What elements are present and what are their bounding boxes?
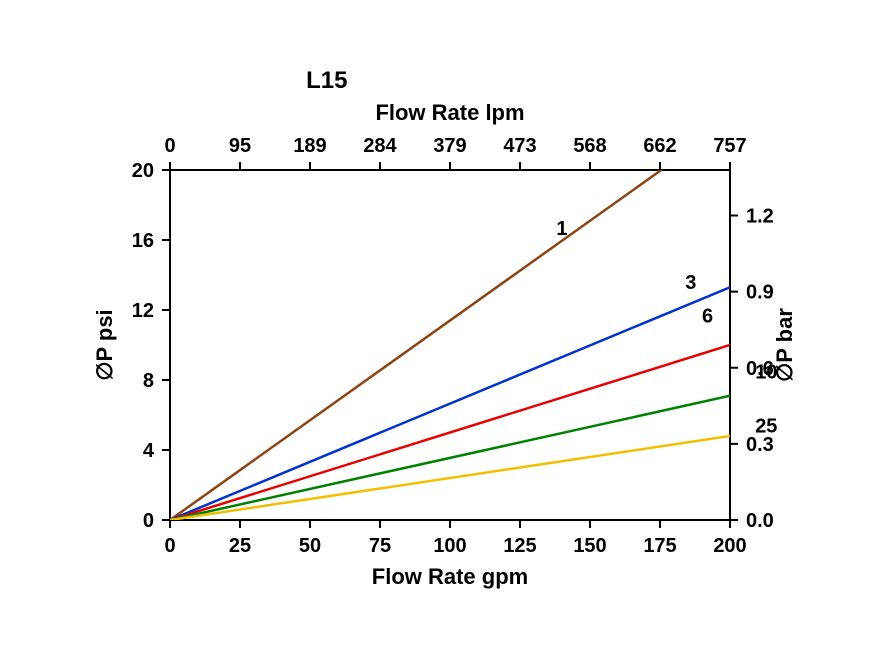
x-top-tick-label: 379 (433, 135, 466, 157)
y-left-tick-label: 20 (132, 160, 154, 182)
series-label-3: 3 (685, 272, 696, 294)
series-label-25: 25 (755, 416, 777, 438)
y-left-tick-label: 4 (143, 440, 155, 462)
chart-container: 0255075100125150175200Flow Rate gpm09518… (0, 0, 880, 646)
y-left-tick-label: 0 (143, 510, 154, 532)
x-bottom-tick-label: 25 (229, 535, 251, 557)
x-bottom-tick-label: 200 (713, 535, 746, 557)
x-top-tick-label: 662 (643, 135, 676, 157)
y-left-tick-label: 12 (132, 300, 154, 322)
y-right-tick-label: 0.0 (746, 510, 774, 532)
x-bottom-tick-label: 150 (573, 535, 606, 557)
plot-area (170, 170, 730, 520)
x-bottom-tick-label: 0 (164, 535, 175, 557)
x-bottom-tick-label: 50 (299, 535, 321, 557)
x-top-axis-label: Flow Rate lpm (375, 100, 524, 125)
x-bottom-tick-label: 125 (503, 535, 536, 557)
series-label-10: 10 (755, 361, 777, 383)
x-top-tick-label: 473 (503, 135, 536, 157)
x-bottom-axis-label: Flow Rate gpm (372, 564, 528, 589)
x-bottom-tick-label: 75 (369, 535, 391, 557)
x-top-tick-label: 95 (229, 135, 251, 157)
x-top-tick-label: 568 (573, 135, 606, 157)
x-top-tick-label: 0 (164, 135, 175, 157)
x-top-tick-label: 284 (363, 135, 397, 157)
series-label-1: 1 (556, 218, 567, 240)
chart-svg: 0255075100125150175200Flow Rate gpm09518… (0, 0, 880, 646)
series-label-6: 6 (702, 305, 713, 327)
y-left-tick-label: 16 (132, 230, 154, 252)
x-bottom-tick-label: 175 (643, 535, 676, 557)
y-left-axis-label: ∅P psi (92, 309, 117, 380)
x-bottom-tick-label: 100 (433, 535, 466, 557)
y-left-tick-label: 8 (143, 370, 154, 392)
x-top-tick-label: 757 (713, 135, 746, 157)
y-right-tick-label: 1.2 (746, 206, 774, 228)
chart-title: L15 (306, 67, 347, 94)
x-top-tick-label: 189 (293, 135, 326, 157)
y-right-tick-label: 0.9 (746, 282, 774, 304)
